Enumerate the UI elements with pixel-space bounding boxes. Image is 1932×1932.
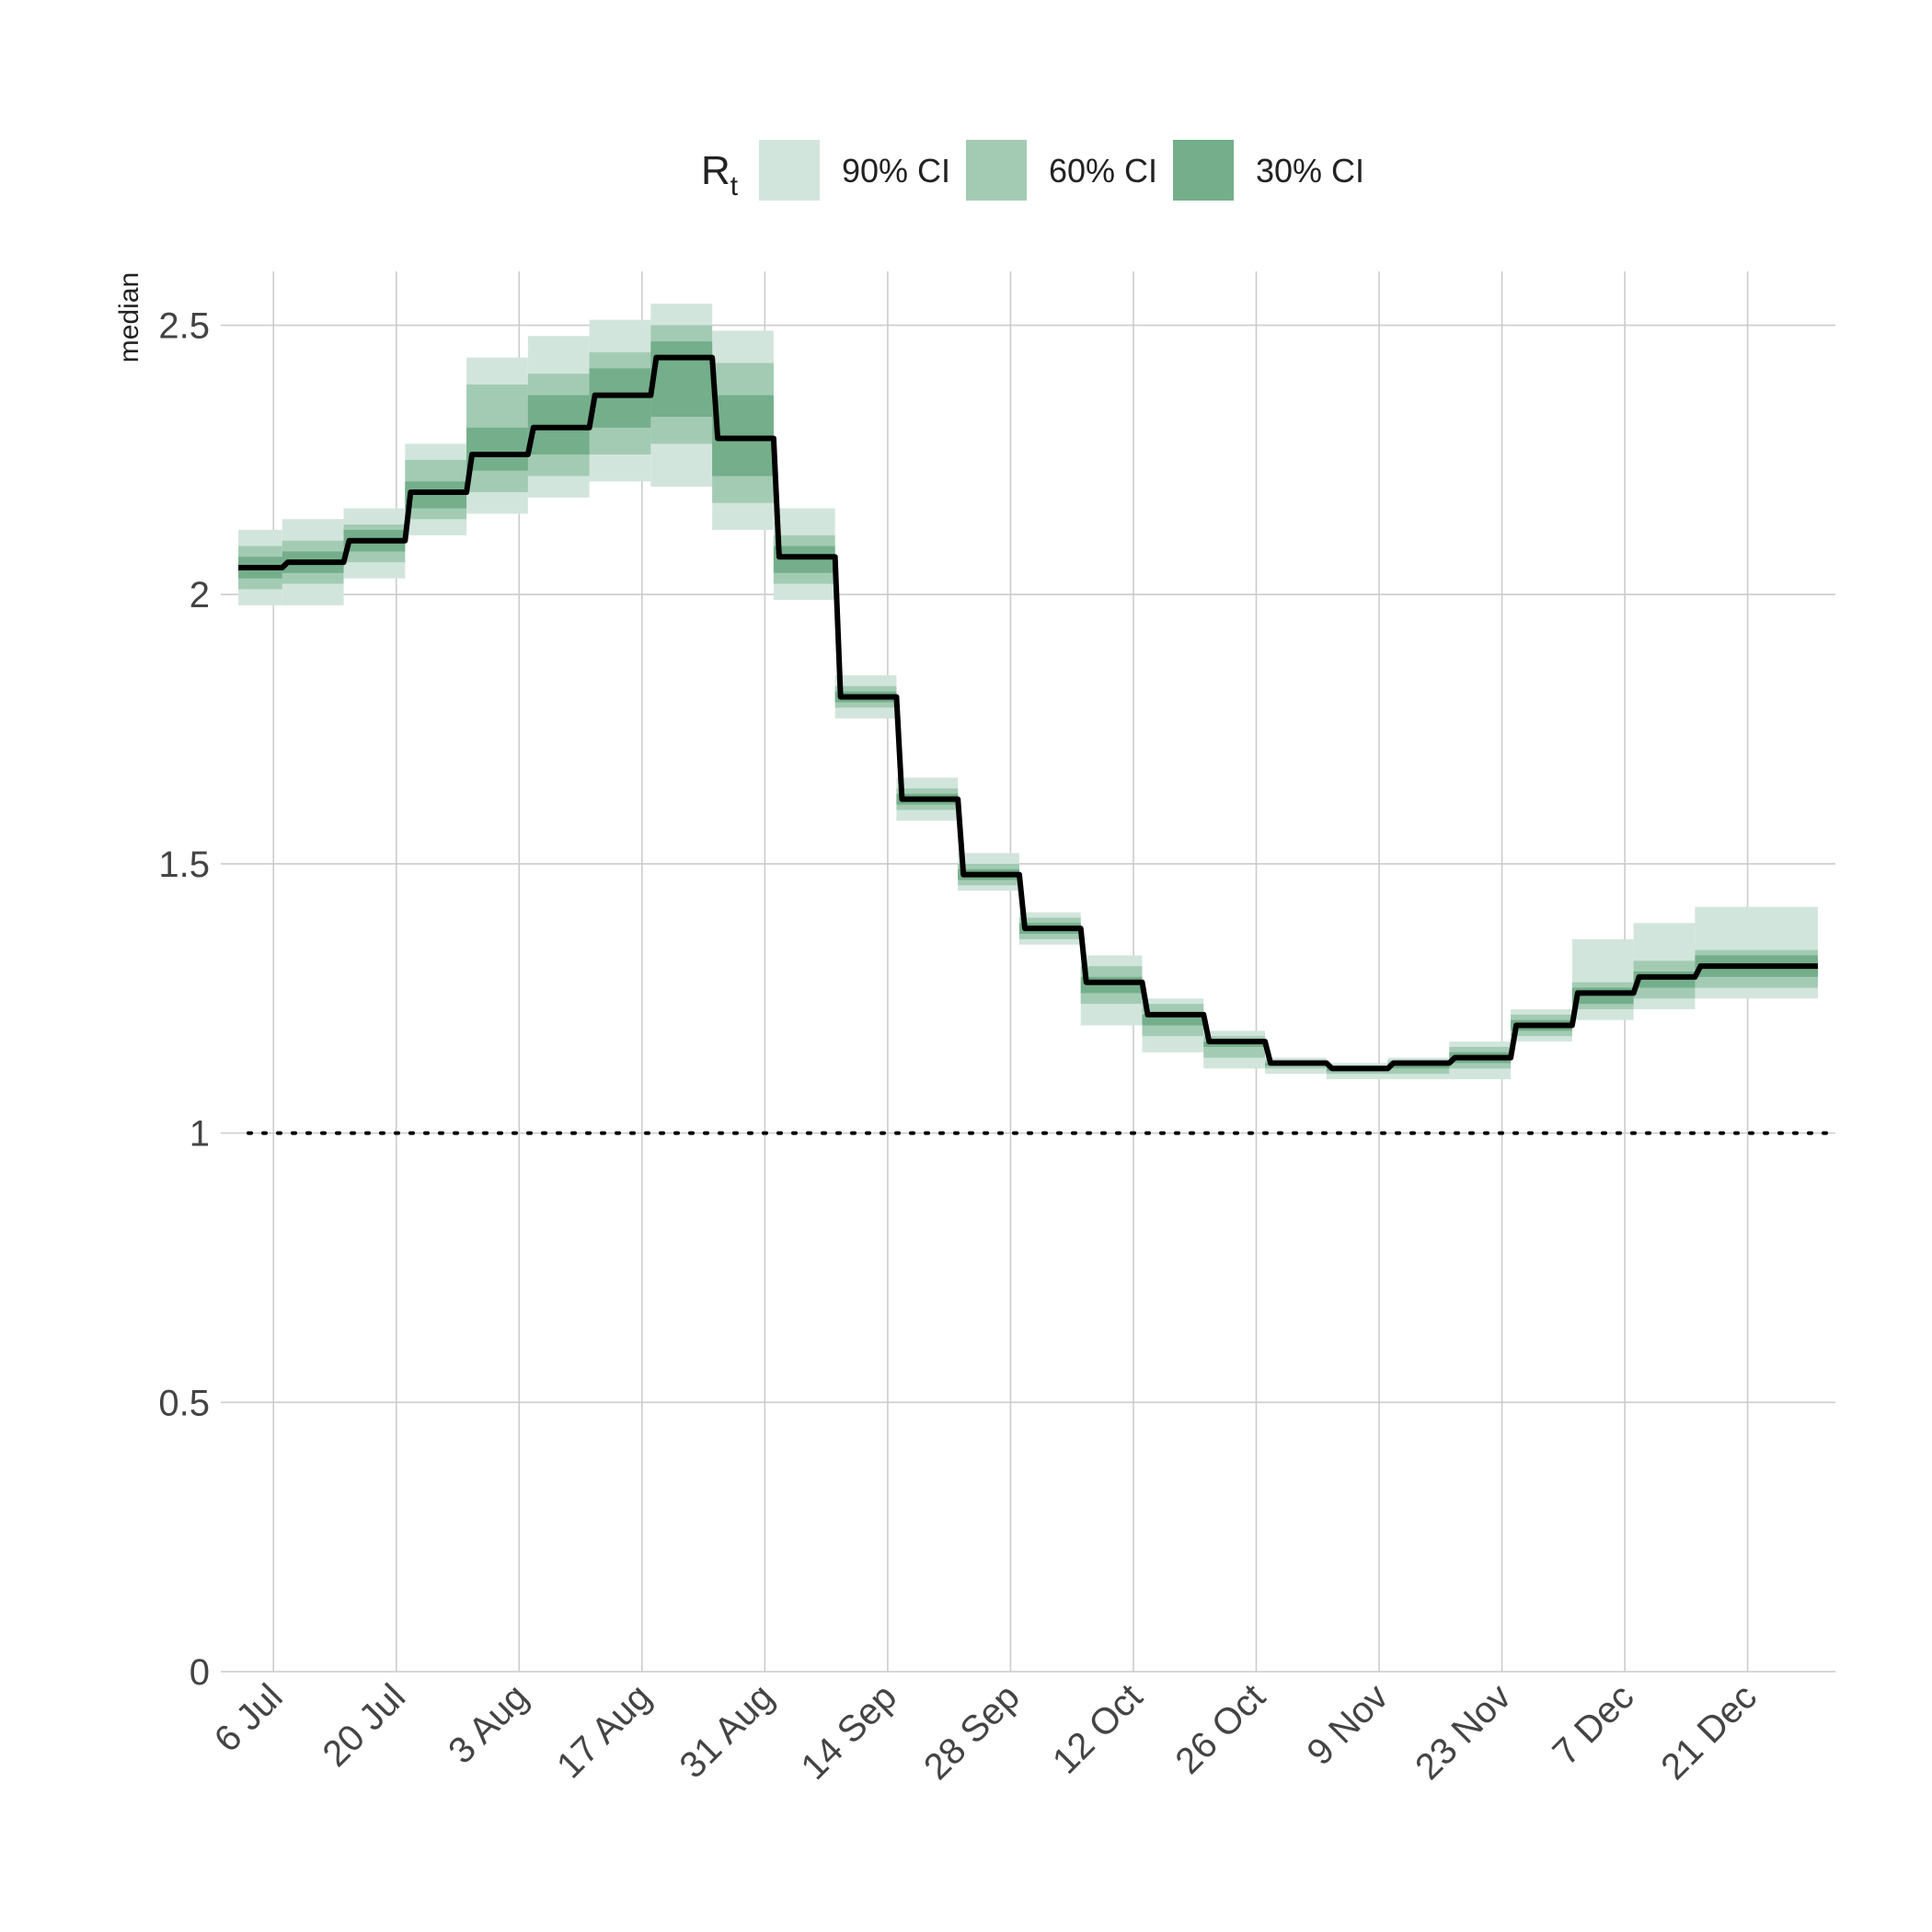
legend-title-subscript: t bbox=[730, 171, 739, 201]
x-tick-label: 12 Oct bbox=[1045, 1676, 1150, 1781]
legend-title: Rt bbox=[701, 148, 739, 201]
y-tick-label: 2 bbox=[190, 575, 210, 615]
x-tick-label: 14 Sep bbox=[793, 1676, 904, 1788]
legend-label: 60% CI bbox=[1049, 152, 1157, 190]
legend-swatch bbox=[966, 140, 1027, 201]
legend-label: 90% CI bbox=[842, 152, 950, 190]
x-tick-label: 17 Aug bbox=[549, 1676, 659, 1786]
x-tick-label: 28 Sep bbox=[916, 1676, 1028, 1788]
y-tick-label: 2.5 bbox=[158, 306, 210, 347]
x-tick-label: 31 Aug bbox=[673, 1676, 782, 1786]
legend-entry: 60% CI bbox=[966, 140, 1157, 201]
y-tick-label: 0 bbox=[190, 1652, 210, 1693]
x-tick-label: 20 Jul bbox=[316, 1676, 414, 1775]
legend-entry: 30% CI bbox=[1173, 140, 1364, 201]
y-axis-ticks: 0 0.5 1 1.5 2 2.5 bbox=[158, 306, 210, 1693]
ci-30-band bbox=[1142, 1014, 1204, 1026]
legend-entry: 90% CI bbox=[759, 140, 950, 201]
y-tick-label: 0.5 bbox=[158, 1383, 210, 1423]
x-tick-label: 26 Oct bbox=[1167, 1676, 1272, 1781]
median-line bbox=[238, 354, 1818, 1072]
legend-swatch bbox=[759, 140, 820, 201]
x-tick-label: 6 Jul bbox=[207, 1676, 291, 1760]
legend-entries: 90% CI 60% CI 30% CI bbox=[759, 140, 1364, 201]
x-tick-label: 23 Nov bbox=[1408, 1676, 1519, 1788]
legend-label: 30% CI bbox=[1256, 152, 1364, 190]
median-step-line bbox=[238, 354, 1818, 1072]
legend: Rt 90% CI 60% CI 30% CI bbox=[701, 140, 1364, 201]
x-axis-ticks: 6 Jul 20 Jul 3 Aug 17 Aug 31 Aug 14 Sep 28 Sep… bbox=[207, 1676, 1765, 1788]
y-tick-label: 1.5 bbox=[158, 845, 210, 885]
x-tick-label: 21 Dec bbox=[1653, 1676, 1765, 1788]
ci-30-band bbox=[466, 427, 528, 471]
x-tick-label: 3 Aug bbox=[441, 1676, 535, 1771]
y-tick-label: 1 bbox=[190, 1114, 210, 1155]
x-tick-label: 9 Nov bbox=[1299, 1676, 1396, 1773]
x-tick-label: 7 Dec bbox=[1545, 1676, 1641, 1773]
legend-swatch bbox=[1173, 140, 1234, 201]
ci-30-band bbox=[650, 341, 713, 418]
legend-title-main: R bbox=[701, 148, 730, 193]
y-axis-label: median bbox=[114, 272, 144, 362]
